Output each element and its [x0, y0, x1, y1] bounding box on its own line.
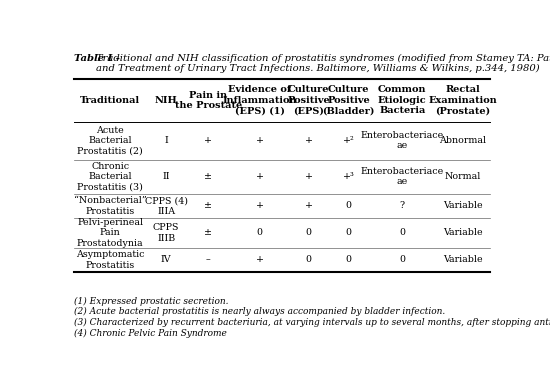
Text: +³: +³: [343, 172, 354, 181]
Text: +: +: [256, 255, 263, 264]
Text: 0: 0: [306, 255, 312, 264]
Text: (3) Characterized by recurrent bacteriuria, at varying intervals up to several m: (3) Characterized by recurrent bacteriur…: [74, 318, 550, 327]
Text: Culture
Positive
(EPS): Culture Positive (EPS): [288, 85, 330, 115]
Text: IV: IV: [161, 255, 172, 264]
Text: 0: 0: [257, 228, 263, 238]
Text: “Nonbacterial”
Prostatitis: “Nonbacterial” Prostatitis: [74, 196, 146, 216]
Text: +: +: [256, 172, 263, 181]
Text: Normal: Normal: [445, 172, 481, 181]
Text: Pelvi­perineal
Pain
Prostatodynia: Pelvi­perineal Pain Prostatodynia: [77, 218, 144, 248]
Text: Rectal
Examination
(Prostate): Rectal Examination (Prostate): [428, 85, 497, 115]
Text: +: +: [204, 136, 212, 145]
Text: Abnormal: Abnormal: [439, 136, 487, 145]
Text: 0: 0: [306, 228, 312, 238]
Text: CPPS
IIIB: CPPS IIIB: [153, 223, 179, 243]
Text: +: +: [256, 136, 263, 145]
Text: ±: ±: [204, 201, 212, 211]
Text: Traditional and NIH classification of prostatitis syndromes (modified from Stame: Traditional and NIH classification of pr…: [96, 54, 550, 73]
Text: (2) Acute bacterial prostatitis is nearly always accompanied by bladder infectio: (2) Acute bacterial prostatitis is nearl…: [74, 307, 445, 316]
Text: 0: 0: [399, 255, 405, 264]
Text: Enterobacteriace
ae: Enterobacteriace ae: [361, 131, 444, 151]
Text: Acute
Bacterial
Prostatitis (2): Acute Bacterial Prostatitis (2): [77, 126, 143, 156]
Text: +²: +²: [343, 136, 354, 145]
Text: CPPS (4)
IIIA: CPPS (4) IIIA: [145, 196, 188, 216]
Text: +: +: [305, 201, 313, 211]
Text: Asymptomatic
Prostatitis: Asymptomatic Prostatitis: [76, 250, 144, 270]
Text: Culture
Positive
(Bladder): Culture Positive (Bladder): [322, 85, 375, 115]
Text: Variable: Variable: [443, 228, 483, 238]
Text: (1) Expressed prostatic secretion.: (1) Expressed prostatic secretion.: [74, 297, 228, 306]
Text: +: +: [305, 136, 313, 145]
Text: 0: 0: [345, 255, 351, 264]
Text: –: –: [206, 255, 211, 264]
Text: NIH: NIH: [155, 96, 178, 105]
Text: Traditional: Traditional: [80, 96, 140, 105]
Text: Chronic
Bacterial
Prostatitis (3): Chronic Bacterial Prostatitis (3): [77, 162, 143, 192]
Text: 0: 0: [345, 201, 351, 211]
Text: ?: ?: [400, 201, 405, 211]
Text: Variable: Variable: [443, 255, 483, 264]
Text: Variable: Variable: [443, 201, 483, 211]
Text: Evidence of
Inflammation
(EPS) (1): Evidence of Inflammation (EPS) (1): [222, 85, 297, 115]
Text: (4) Chronic Pelvic Pain Syndrome: (4) Chronic Pelvic Pain Syndrome: [74, 329, 227, 338]
Text: I: I: [164, 136, 168, 145]
Text: 0: 0: [399, 228, 405, 238]
Text: Pain in
the Prostate: Pain in the Prostate: [175, 90, 242, 110]
Text: II: II: [162, 172, 170, 181]
Text: Table I -: Table I -: [74, 54, 123, 63]
Text: 0: 0: [345, 228, 351, 238]
Text: +: +: [256, 201, 263, 211]
Text: +: +: [305, 172, 313, 181]
Text: ±: ±: [204, 228, 212, 238]
Text: ±: ±: [204, 172, 212, 181]
Text: Common
Etiologic
Bacteria: Common Etiologic Bacteria: [378, 85, 427, 115]
Text: Enterobacteriace
ae: Enterobacteriace ae: [361, 167, 444, 186]
